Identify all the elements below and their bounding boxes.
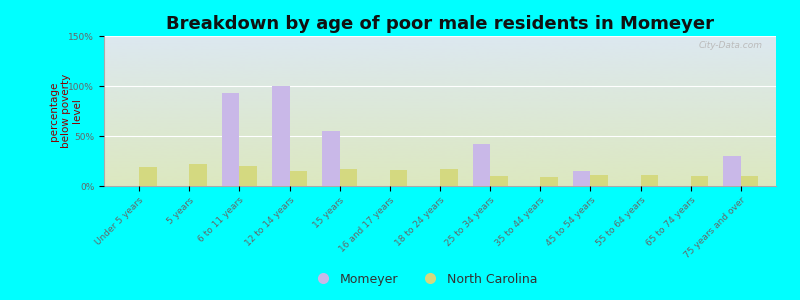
- Bar: [190, 164, 207, 186]
- Bar: [322, 131, 340, 186]
- Text: City-Data.com: City-Data.com: [698, 40, 762, 50]
- Bar: [139, 167, 157, 186]
- Legend: Momeyer, North Carolina: Momeyer, North Carolina: [305, 268, 543, 291]
- Bar: [239, 166, 257, 186]
- Bar: [272, 86, 290, 186]
- Title: Breakdown by age of poor male residents in Momeyer: Breakdown by age of poor male residents …: [166, 15, 714, 33]
- Y-axis label: percentage
below poverty
level: percentage below poverty level: [49, 74, 82, 148]
- Bar: [490, 176, 508, 186]
- Bar: [290, 171, 307, 186]
- Bar: [340, 169, 358, 186]
- Bar: [473, 144, 490, 186]
- Bar: [440, 169, 458, 186]
- Bar: [641, 175, 658, 186]
- Bar: [741, 176, 758, 186]
- Bar: [590, 175, 608, 186]
- Bar: [573, 171, 590, 186]
- Bar: [222, 93, 239, 186]
- Bar: [390, 170, 407, 186]
- Bar: [690, 176, 708, 186]
- Bar: [723, 156, 741, 186]
- Bar: [540, 177, 558, 186]
